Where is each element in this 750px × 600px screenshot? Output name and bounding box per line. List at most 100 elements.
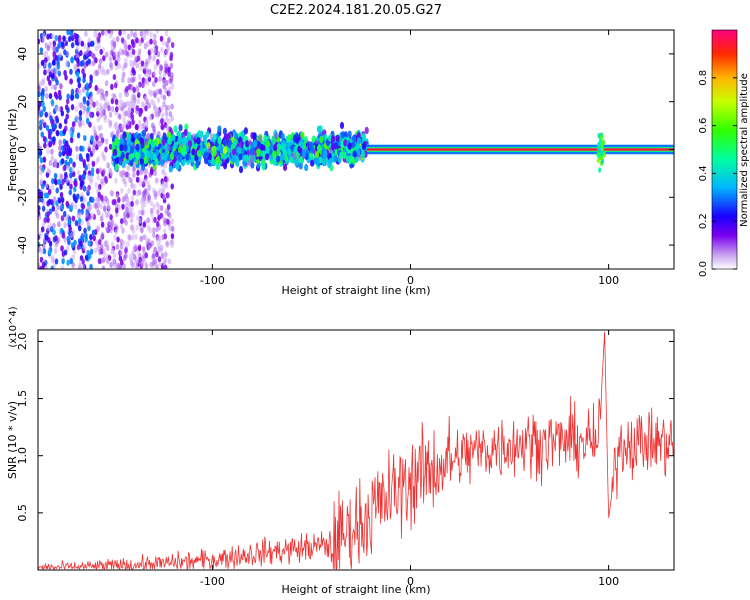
spectrogram-cell	[244, 154, 249, 162]
spectrogram-cell	[161, 234, 165, 241]
spectrogram-cell	[82, 77, 86, 84]
spectrogram-cell	[161, 188, 165, 195]
spectrogram-cell	[261, 150, 266, 158]
spectrogram-cell	[93, 31, 97, 38]
spectrogram-cell	[46, 75, 51, 82]
spectrogram-cell	[99, 95, 104, 102]
spectrogram-cell	[81, 68, 85, 75]
spectrogram-cell	[47, 133, 52, 140]
spectrogram-cell	[96, 174, 100, 181]
spectrogram-cell	[76, 244, 81, 251]
spectrogram-cell	[115, 156, 120, 165]
spectrogram-cell	[249, 155, 255, 163]
spectrogram-cell	[57, 70, 62, 77]
spectrogram-cell	[120, 151, 125, 160]
spectrogram-cell	[163, 193, 167, 200]
spectrogram-cell	[323, 149, 328, 158]
spectrogram-cell	[69, 183, 73, 190]
spectrogram-cell	[91, 229, 96, 236]
colorbar-tick-label: 0.2	[698, 213, 709, 229]
spectrogram-cell	[114, 64, 119, 71]
spectrogram-cell	[68, 225, 72, 232]
spectrogram-cell	[75, 154, 80, 161]
spectrogram-cell	[122, 30, 126, 36]
spectrogram-cell	[40, 109, 44, 117]
spectrogram-cell	[108, 224, 113, 231]
spectrogram-cell	[54, 67, 59, 75]
spectrogram-cell	[40, 265, 45, 269]
spectrogram-y-ticks: -40 -20 0 20 40	[16, 47, 674, 254]
spectrogram-cell	[149, 89, 154, 96]
spectrogram-cell	[147, 102, 151, 109]
spectrogram-cell	[122, 196, 126, 203]
spectrogram-cell	[87, 37, 92, 44]
spectrogram-cell	[42, 248, 47, 255]
spectrogram-cell	[253, 139, 258, 148]
spectrogram-cell	[122, 254, 127, 262]
spectrogram-cell	[95, 69, 99, 76]
spectrogram-cell	[55, 212, 60, 220]
spectrogram-cell	[164, 104, 169, 112]
spectrogram-cell	[42, 135, 47, 143]
spectrogram-cell	[168, 224, 172, 232]
spectrogram-cell	[127, 77, 131, 84]
spectrogram-cell	[335, 134, 340, 143]
spectrogram-cell	[83, 134, 87, 142]
spectrogram-cell	[44, 234, 49, 241]
spectrogram-cell	[81, 203, 86, 210]
spectrogram-cell	[157, 234, 161, 241]
spectrogram-cell	[75, 45, 80, 52]
spectrogram-cell	[130, 224, 135, 231]
spectrogram-cell	[58, 151, 62, 158]
spectrogram-cell	[76, 57, 80, 64]
spectrogram-cell	[130, 200, 134, 208]
spectrogram-cell	[86, 162, 91, 170]
spectrogram-cell	[54, 235, 58, 242]
spectrogram-cell	[318, 125, 323, 133]
spectrogram-cell	[258, 135, 263, 143]
spectrogram-cell	[89, 74, 93, 81]
spectrogram-cell	[116, 236, 120, 243]
spectrogram-cell	[39, 178, 44, 185]
spectrogram-cell	[55, 79, 59, 86]
spectrogram-cell	[155, 148, 160, 157]
spectrogram-cell	[167, 137, 172, 145]
spectrogram-cell	[281, 145, 286, 153]
figure-title: C2E2.2024.181.20.05.G27	[270, 3, 442, 18]
spectrogram-cell	[107, 30, 111, 34]
spectrogram-cell	[59, 130, 64, 137]
spectrogram-cell	[114, 163, 119, 171]
colorbar-gradient	[711, 29, 738, 270]
spectrogram-cell	[170, 83, 175, 90]
spectrogram-cell	[247, 138, 253, 147]
spectrogram-cell	[143, 258, 147, 265]
spectrogram-cell	[105, 257, 110, 265]
spectrogram-cell	[284, 154, 289, 162]
spectrogram-cell	[93, 247, 98, 254]
spectrogram-cell	[137, 74, 142, 81]
spectrogram-cell	[136, 55, 141, 62]
spectrogram-cell	[104, 51, 109, 58]
spectrogram-cell	[38, 214, 42, 221]
spectrogram-cell	[156, 130, 161, 139]
spectrogram-cell	[38, 101, 42, 108]
spectrogram-cell	[169, 55, 173, 62]
spectrogram-cell	[64, 159, 68, 166]
spectrogram-cell	[40, 59, 45, 67]
x-tick-label: -100	[200, 274, 225, 287]
spectrogram-cell	[173, 150, 178, 158]
spectrogram-cell	[65, 113, 69, 120]
spectrogram-cell	[135, 151, 140, 159]
spectrogram-cell	[141, 82, 145, 89]
spectrogram-cell	[65, 98, 70, 105]
spectrogram-cell	[157, 256, 162, 263]
spectrogram-cell	[212, 149, 217, 157]
spectrogram-cell	[269, 153, 274, 162]
spectrogram-cell	[69, 78, 73, 85]
spectrogram-cell	[60, 158, 65, 165]
spectrogram-cell	[86, 205, 91, 212]
spectrogram-cell	[44, 182, 49, 189]
spectrogram-cell	[115, 207, 119, 214]
snr-y-multiplier: (x10^4)	[8, 306, 19, 347]
spectrogram-cell	[135, 198, 140, 205]
